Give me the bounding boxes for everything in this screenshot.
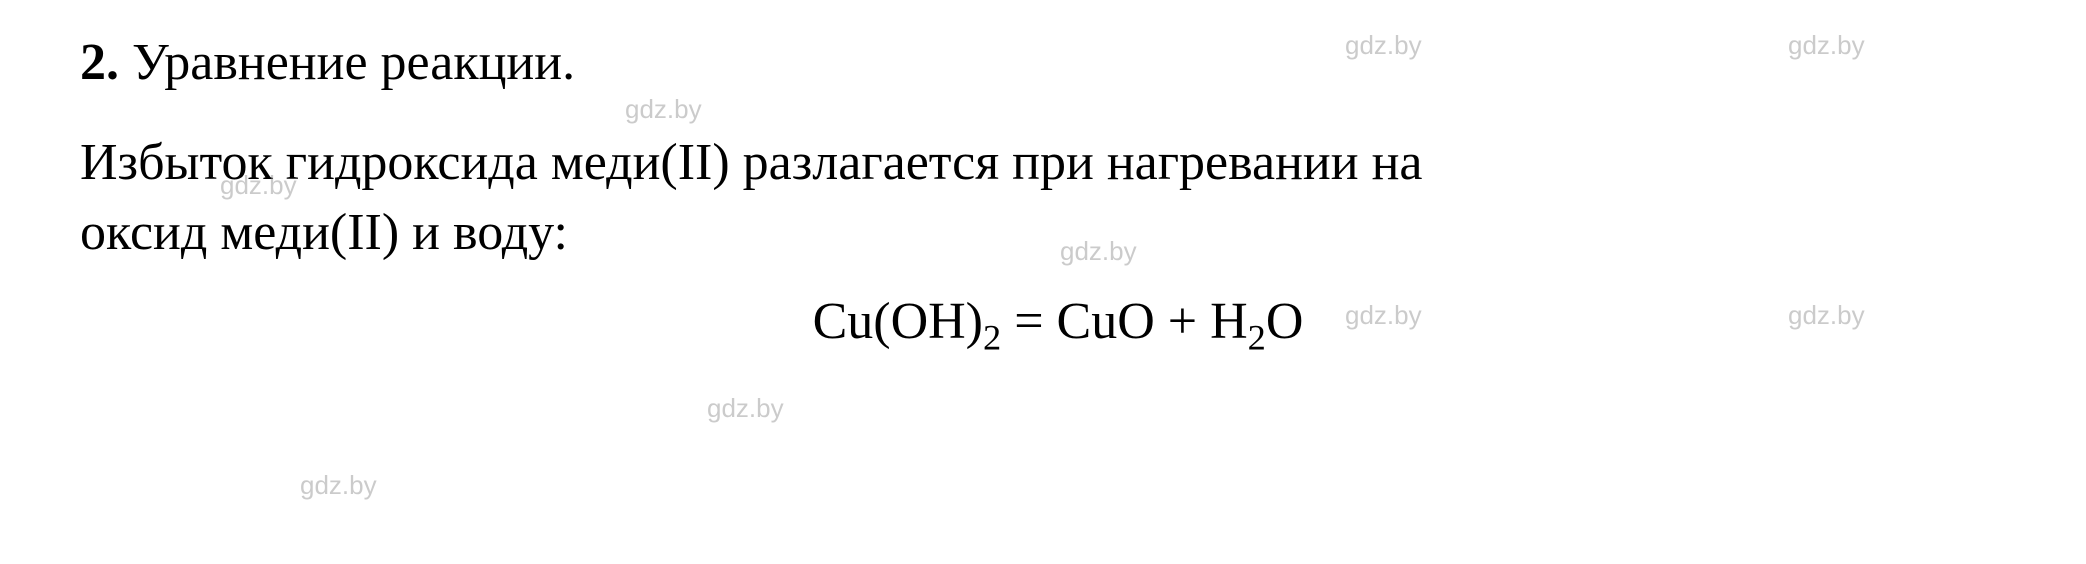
watermark-text: gdz.by	[707, 393, 784, 424]
body-line-1: Избыток гидроксида меди(II) разлагается …	[80, 128, 2036, 198]
equation-line: Cu(OH)2 = CuO + H2O	[80, 287, 2036, 357]
body-line-2: оксид меди(II) и воду:	[80, 198, 2036, 268]
watermark-text: gdz.by	[300, 470, 377, 501]
spacer	[80, 269, 2036, 287]
chemical-equation: Cu(OH)2 = CuO + H2O	[813, 293, 1304, 350]
spacer	[80, 98, 2036, 128]
item-title: Уравнение реакции.	[119, 34, 575, 91]
heading-line: 2. Уравнение реакции.	[80, 28, 2036, 98]
item-number: 2.	[80, 34, 119, 91]
